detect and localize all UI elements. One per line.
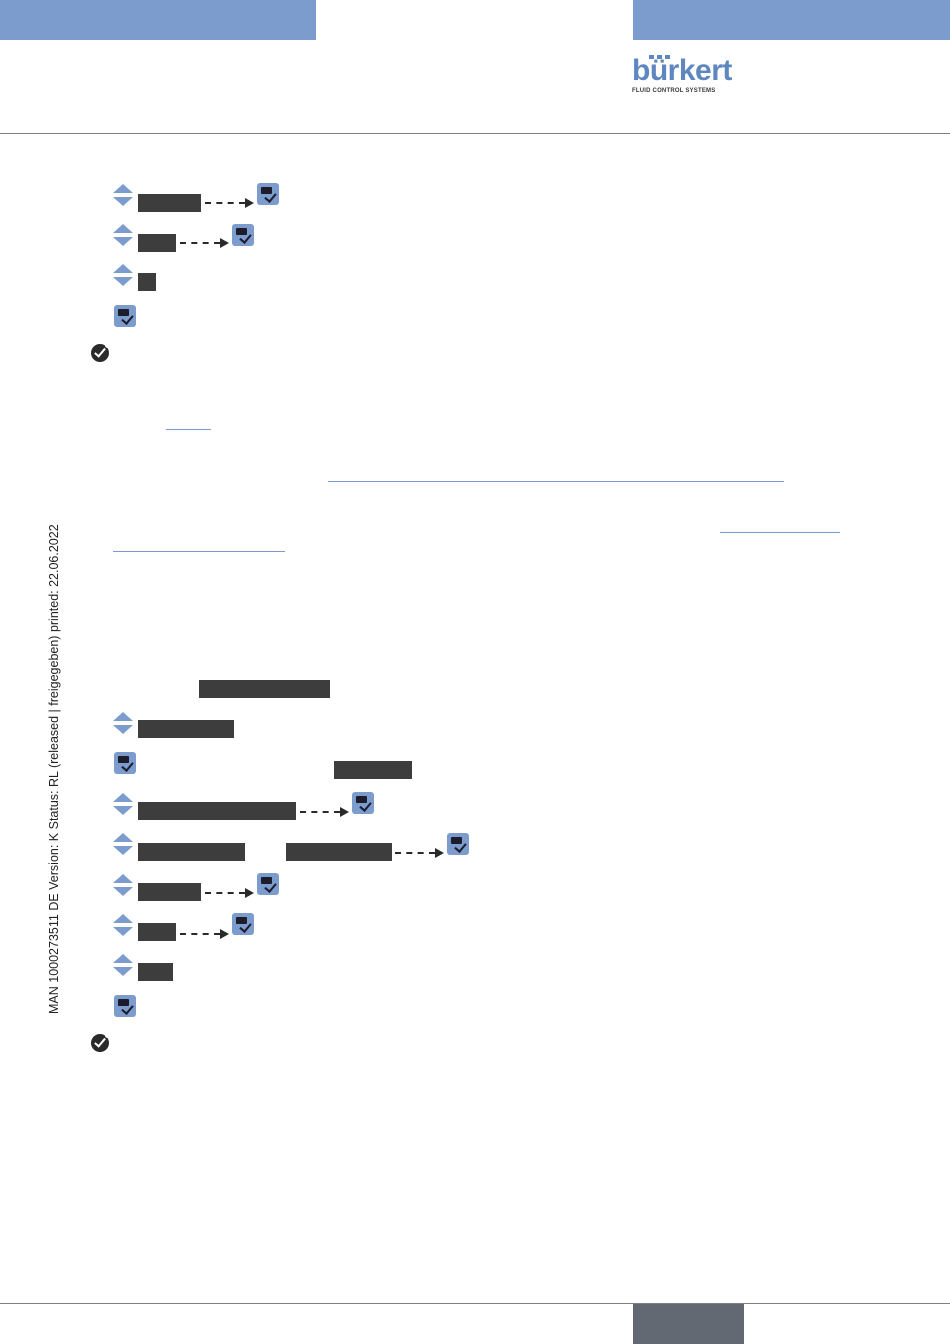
dashed-arrow bbox=[205, 198, 254, 208]
enter-confirm-icon bbox=[114, 305, 136, 327]
up-down-arrows-icon bbox=[112, 264, 134, 288]
dashed-arrow bbox=[180, 929, 229, 939]
footer-rule bbox=[0, 1303, 950, 1304]
enter-confirm-icon bbox=[232, 224, 254, 246]
display-field bbox=[138, 720, 234, 738]
logo-dots bbox=[647, 55, 687, 59]
enter-confirm-icon bbox=[257, 183, 279, 205]
check-circle-icon bbox=[91, 343, 110, 362]
dashed-arrow bbox=[205, 888, 254, 898]
link-underline[interactable] bbox=[166, 429, 211, 430]
header-rule bbox=[0, 133, 950, 134]
brand-tagline: FLUID CONTROL SYSTEMS bbox=[632, 88, 716, 94]
display-field bbox=[138, 843, 245, 861]
check-circle-icon bbox=[91, 1033, 110, 1052]
enter-confirm-icon bbox=[447, 833, 469, 855]
enter-confirm-icon bbox=[352, 792, 374, 814]
display-field bbox=[138, 234, 176, 252]
brand-logo: bürkert FLUID CONTROL SYSTEMS bbox=[632, 54, 732, 94]
link-underline[interactable] bbox=[113, 551, 285, 552]
dashed-arrow bbox=[395, 848, 444, 858]
display-field bbox=[138, 883, 201, 901]
enter-confirm-icon bbox=[232, 913, 254, 935]
up-down-arrows-icon bbox=[112, 712, 134, 736]
header-band-left bbox=[0, 0, 316, 40]
enter-confirm-icon bbox=[257, 873, 279, 895]
up-down-arrows-icon bbox=[112, 184, 134, 208]
up-down-arrows-icon bbox=[112, 833, 134, 857]
enter-confirm-icon bbox=[114, 752, 136, 774]
display-field bbox=[138, 923, 176, 941]
header-band-right bbox=[633, 0, 950, 40]
page-number-box bbox=[633, 1304, 744, 1344]
up-down-arrows-icon bbox=[112, 874, 134, 898]
up-down-arrows-icon bbox=[112, 954, 134, 978]
enter-confirm-icon bbox=[114, 995, 136, 1017]
document-status-margin: MAN 1000273511 DE Version: K Status: RL … bbox=[47, 524, 61, 1014]
display-field bbox=[138, 194, 201, 212]
display-field bbox=[138, 802, 296, 820]
dashed-arrow bbox=[300, 807, 349, 817]
display-field bbox=[138, 963, 173, 981]
up-down-arrows-icon bbox=[112, 224, 134, 248]
link-underline[interactable] bbox=[720, 532, 840, 533]
display-field bbox=[286, 843, 392, 861]
up-down-arrows-icon bbox=[112, 793, 134, 817]
display-field bbox=[138, 273, 156, 291]
up-down-arrows-icon bbox=[112, 914, 134, 938]
display-field bbox=[334, 761, 412, 779]
link-underline[interactable] bbox=[328, 481, 784, 482]
dashed-arrow bbox=[180, 238, 229, 248]
display-field bbox=[199, 680, 330, 698]
brand-name: bürkert bbox=[632, 54, 732, 87]
